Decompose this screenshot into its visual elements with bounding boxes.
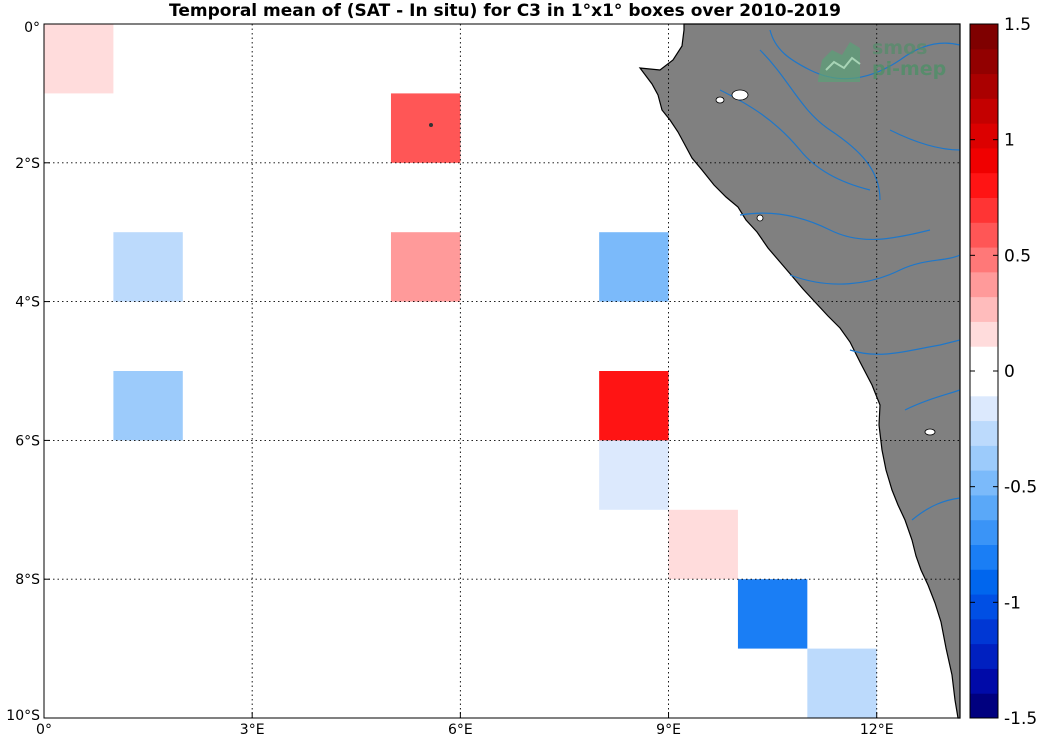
data-box: [113, 232, 183, 302]
colorbar-cell: [970, 24, 998, 50]
island: [429, 123, 433, 127]
colorbar-cell: [970, 371, 998, 397]
logo-mark: [818, 42, 860, 82]
colorbar-cell: [970, 346, 998, 372]
colorbar-cell: [970, 123, 998, 149]
colorbar-cell: [970, 197, 998, 223]
data-box: [390, 232, 461, 302]
colorbar-cell: [970, 73, 998, 99]
colorbar-cell: [970, 594, 998, 620]
colorbar-tick-label: 0.5: [1004, 246, 1031, 266]
colorbar-cell: [970, 247, 998, 273]
data-box: [807, 648, 877, 718]
colorbar-cells: [970, 24, 998, 719]
x-tick-label: 0°: [36, 722, 52, 738]
lake: [731, 89, 749, 101]
lake: [924, 428, 936, 436]
data-box: [668, 509, 738, 580]
colorbar-cell: [970, 271, 998, 298]
colorbar-cell: [970, 395, 998, 422]
colorbar-cell: [970, 222, 998, 248]
colorbar-cell: [970, 668, 998, 694]
river: [759, 49, 881, 201]
colorbar-cell: [970, 618, 998, 645]
logo-wave: [825, 56, 861, 71]
colorbar-cell: [970, 420, 998, 446]
y-tick-label: 4°S: [15, 295, 40, 311]
river: [849, 339, 961, 355]
figure-title: Temporal mean of (SAT - In situ) for C3 …: [169, 1, 841, 21]
colorbar-cell: [970, 48, 998, 75]
colorbar-cell: [970, 643, 998, 669]
colorbar-tick-label: 0: [1004, 362, 1015, 382]
colorbar-cell: [970, 98, 998, 124]
y-tick-label: 0°: [24, 20, 40, 36]
colorbar-cell: [970, 296, 998, 322]
colorbar-tick-label: -1: [1004, 593, 1021, 613]
colorbar-cell: [970, 494, 998, 521]
mean-difference-boxes: [44, 24, 877, 718]
colorbar-tick-label: 1: [1004, 131, 1015, 151]
map-plot-area: smos pi-mep: [43, 23, 961, 719]
land-mass: [429, 23, 961, 719]
logo-line-2: pi-mep: [872, 58, 946, 80]
y-tick-label: 8°S: [15, 572, 40, 588]
colorbar-tick-label: 1.5: [1004, 15, 1031, 35]
graticule-grid: [44, 24, 960, 718]
colorbar-cell: [970, 147, 998, 174]
colorbar-tick-label: -1.5: [1004, 709, 1037, 729]
y-tick-label: 10°S: [6, 708, 40, 724]
colorbar-cell: [970, 519, 998, 545]
colorbar-ticks: 1.5 1 0.5 0 -0.5 -1 -1.5: [970, 15, 1037, 729]
x-tick-label: 9°E: [656, 722, 681, 738]
river: [889, 129, 961, 151]
river: [911, 497, 961, 521]
data-box: [390, 93, 461, 163]
logo-line-1: smos: [872, 37, 927, 59]
river: [739, 212, 931, 241]
river: [789, 254, 961, 285]
x-tick-label: 6°E: [448, 722, 473, 738]
colorbar-cell: [970, 445, 998, 471]
y-tick-label: 6°S: [15, 433, 40, 449]
colorbar: 1.5 1 0.5 0 -0.5 -1 -1.5: [969, 15, 1037, 729]
x-tick-label: 3°E: [240, 722, 265, 738]
river: [904, 389, 961, 411]
data-box: [737, 579, 808, 649]
lake: [715, 96, 725, 104]
map-frame: [43, 23, 961, 719]
data-box: [44, 24, 114, 94]
data-box: [113, 371, 183, 441]
colorbar-cell: [970, 569, 998, 595]
river: [719, 89, 871, 191]
lake: [756, 214, 764, 222]
colorbar-cell: [970, 321, 998, 347]
colorbar-cell: [970, 470, 998, 496]
colorbar-tick-label: -0.5: [1004, 478, 1037, 498]
lakes: [715, 89, 936, 436]
colorbar-cell: [970, 172, 998, 198]
x-tick-label: 12°E: [860, 722, 894, 738]
y-axis-ticks: 0° 2°S 4°S 6°S 8°S 10°S: [6, 20, 50, 724]
data-box: [599, 232, 669, 302]
data-box: [599, 371, 669, 441]
x-axis-ticks: 0° 3°E 6°E 9°E 12°E: [36, 712, 894, 738]
smos-pi-mep-logo: smos pi-mep: [818, 37, 946, 82]
y-tick-label: 2°S: [15, 156, 40, 172]
data-box: [599, 440, 669, 510]
colorbar-cell: [970, 693, 998, 719]
rivers: [719, 29, 961, 521]
colorbar-cell: [970, 544, 998, 570]
